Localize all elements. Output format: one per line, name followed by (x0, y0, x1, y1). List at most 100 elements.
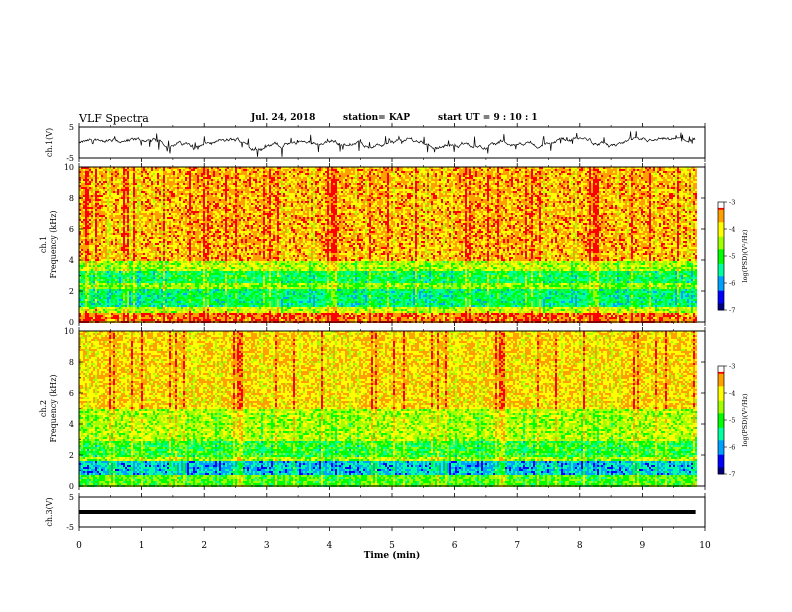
ch1-spectrogram-cell (201, 219, 203, 221)
ch1-spectrogram-cell (143, 287, 145, 289)
ch1-spectrogram-cell (133, 265, 135, 267)
ch1-spectrogram-cell (117, 315, 119, 317)
ch1-spectrogram-cell (189, 253, 191, 255)
ch1-spectrogram-cell (159, 261, 161, 263)
ch1-spectrogram-cell (123, 219, 125, 221)
ch1-spectrogram-cell (203, 289, 205, 291)
ch1-spectrogram-cell (87, 309, 89, 311)
ch1-spectrogram-cell (99, 291, 101, 293)
ch1-spectrogram-cell (101, 169, 103, 171)
ch1-spectrogram-cell (83, 269, 85, 271)
ch1-spectrogram-cell (197, 233, 199, 235)
ch1-spectrogram-cell (199, 309, 201, 311)
ch1-spectrogram-cell (93, 239, 95, 241)
ch1-spectrogram-cell (189, 203, 191, 205)
ch1-spectrogram-cell (167, 287, 169, 289)
ch1-spectrogram-cell (171, 201, 173, 203)
ch1-spectrogram-cell (91, 193, 93, 195)
ch1-spectrogram-cell (91, 313, 93, 315)
ch1-spectrogram-cell (185, 277, 187, 279)
ch1-spectrogram-cell (115, 177, 117, 179)
ch1-spectrogram-cell (193, 183, 195, 185)
ch1-spectrogram-cell (149, 197, 151, 199)
ch1-spectrogram-cell (129, 183, 131, 185)
ch1-spectrogram-cell (79, 307, 81, 309)
ch1-spectrogram-cell (121, 303, 123, 305)
ch1-spectrogram-cell (151, 219, 153, 221)
ch1-spectrogram-cell (185, 169, 187, 171)
ch1-spectrogram-cell (123, 299, 125, 301)
ch1-spectrogram-cell (147, 201, 149, 203)
ch1-spectrogram-cell (189, 207, 191, 209)
ch1-spectrogram-cell (157, 317, 159, 319)
ch1-spectrogram-cell (141, 213, 143, 215)
ch1-spectrogram-cell (93, 227, 95, 229)
ch1-spectrogram-cell (131, 239, 133, 241)
ch1-spectrogram-cell (101, 257, 103, 259)
ch1-spectrogram-cell (161, 309, 163, 311)
ch1-spectrogram-cell (197, 271, 199, 273)
ch1-spectrogram-cell (205, 175, 207, 177)
ch1-spectrogram-cell (109, 249, 111, 251)
ch1-spectrogram-cell (87, 229, 89, 231)
ch1-spectrogram-cell (99, 279, 101, 281)
ch1-spectrogram-cell (205, 177, 207, 179)
ch1-spectrogram-cell (121, 207, 123, 209)
ch1-spectrogram-cell (179, 281, 181, 283)
ch1-spectrogram-cell (171, 221, 173, 223)
ch1-spectrogram-cell (119, 259, 121, 261)
ch1-spectrogram-cell (185, 253, 187, 255)
ch1-spectrogram-cell (111, 195, 113, 197)
ch1-spectrogram-cell (87, 277, 89, 279)
ch1-spectrogram-cell (159, 201, 161, 203)
ch1-spectrogram-cell (87, 267, 89, 269)
ch1-spectrogram-cell (113, 233, 115, 235)
ch1-spectrogram-cell (159, 185, 161, 187)
ch1-spectrogram-cell (195, 253, 197, 255)
ch1-spectrogram-cell (101, 187, 103, 189)
ch1-spectrogram-cell (101, 315, 103, 317)
ch1-spectrogram-cell (163, 251, 165, 253)
ch1-spectrogram-cell (115, 297, 117, 299)
ch1-spectrogram-cell (127, 305, 129, 307)
ch1-spectrogram-cell (147, 257, 149, 259)
ch1-spectrogram-cell (197, 311, 199, 313)
ch1-spectrogram-cell (173, 213, 175, 215)
ch1-spectrogram-cell (87, 173, 89, 175)
ch1-spectrogram-cell (195, 263, 197, 265)
ch1-spectrogram-cell (171, 281, 173, 283)
ch1-spectrogram-cell (187, 255, 189, 257)
ch1-spectrogram-cell (89, 207, 91, 209)
ch1-spectrogram-cell (187, 265, 189, 267)
ch1-spectrogram-cell (139, 221, 141, 223)
ch1-spectrogram-cell (93, 215, 95, 217)
ch1-spectrogram-cell (139, 187, 141, 189)
ch1-spectrogram-cell (191, 259, 193, 261)
ch1-spectrogram-cell (153, 201, 155, 203)
ch1-spectrogram-cell (183, 267, 185, 269)
ch1-spectrogram-cell (197, 185, 199, 187)
ch1-spectrogram-cell (195, 251, 197, 253)
ch1-spectrogram-cell (183, 191, 185, 193)
ch1-spectrogram-cell (133, 221, 135, 223)
ch1-spectrogram-cell (151, 247, 153, 249)
ch1-spectrogram-cell (189, 211, 191, 213)
ch1-spectrogram-cell (93, 189, 95, 191)
ch1-spectrogram-cell (199, 203, 201, 205)
ch1-spectrogram-cell (169, 249, 171, 251)
ch1-spectrogram-cell (105, 203, 107, 205)
ch1-spectrogram-cell (183, 309, 185, 311)
ch1-spectrogram-cell (117, 207, 119, 209)
ch1-spectrogram-cell (165, 193, 167, 195)
ch1-spectrogram-cell (103, 207, 105, 209)
ch1-spectrogram-cell (131, 179, 133, 181)
ch1-spectrogram-cell (201, 315, 203, 317)
ch1-spectrogram-cell (143, 169, 145, 171)
ch1-spectrogram-cell (99, 277, 101, 279)
ch1-spectrogram-cell (171, 203, 173, 205)
ch1-spectrogram-cell (159, 251, 161, 253)
ch1-spectrogram-cell (193, 275, 195, 277)
ch1-spectrogram-cell (129, 309, 131, 311)
ch1-spectrogram-cell (101, 175, 103, 177)
ch1-spectrogram-cell (183, 287, 185, 289)
